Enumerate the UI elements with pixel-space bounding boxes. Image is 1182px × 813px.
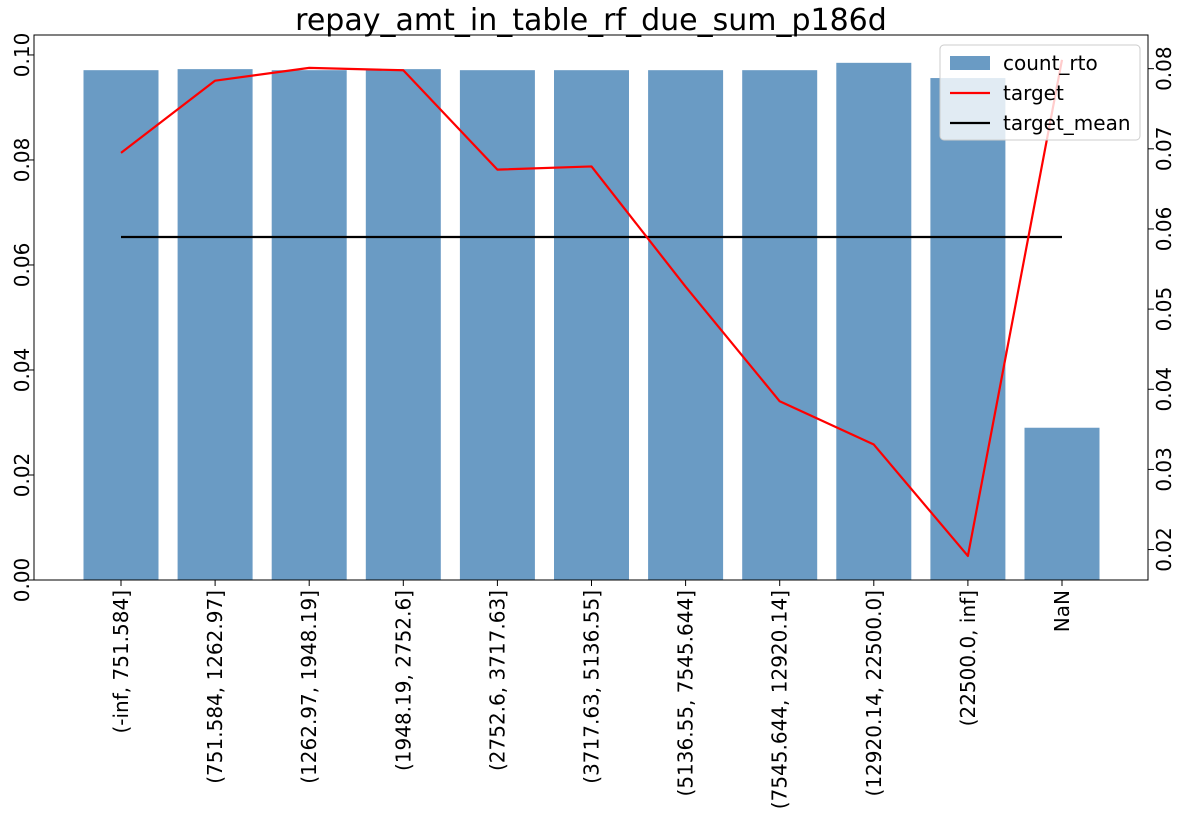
left-tick-label: 0.06 — [10, 243, 34, 288]
bar-10 — [1024, 427, 1100, 580]
bar-3 — [365, 69, 441, 581]
x-tick-label: (-inf, 751.584] — [109, 590, 133, 734]
right-tick-label: 0.02 — [1152, 527, 1176, 572]
x-tick-label: (22500.0, inf] — [956, 590, 980, 726]
right-tick-label: 0.06 — [1152, 207, 1176, 252]
bar-5 — [554, 70, 629, 581]
bar-8 — [836, 62, 912, 580]
bar-0 — [83, 70, 159, 581]
right-tick-label: 0.03 — [1152, 447, 1176, 492]
x-tick-label: (3717.63, 5136.55] — [580, 590, 604, 784]
legend-swatch — [950, 56, 990, 70]
x-tick-label: (12920.14, 22500.0] — [862, 590, 886, 796]
left-tick-label: 0.04 — [10, 348, 34, 393]
right-tick-label: 0.05 — [1152, 287, 1176, 332]
x-tick-label: (1262.97, 1948.19] — [297, 590, 321, 784]
bar-9 — [930, 78, 1006, 580]
line-group — [120, 59, 1064, 558]
legend-label: target_mean — [1003, 111, 1131, 135]
x-tick-label: (1948.19, 2752.6] — [391, 590, 415, 771]
right-tick-label: 0.07 — [1152, 127, 1176, 172]
bar-4 — [459, 70, 535, 581]
x-tick-label: (751.584, 1262.97] — [203, 590, 227, 784]
bar-7 — [742, 70, 818, 581]
x-tick-label: (2752.6, 3717.63] — [485, 590, 509, 771]
x-tick-label: (7545.644, 12920.14] — [768, 590, 792, 809]
chart-title: repay_amt_in_table_rf_due_sum_p186d — [295, 3, 887, 38]
right-y-axis: 0.02 0.03 0.04 0.05 0.06 0.07 0.08 — [1148, 46, 1176, 572]
bar-6 — [648, 70, 724, 581]
legend-label: target — [1003, 81, 1064, 105]
left-tick-label: 0.10 — [10, 33, 34, 78]
target-line — [120, 59, 1064, 558]
left-tick-label: 0.00 — [10, 558, 34, 603]
bar-2 — [271, 70, 347, 581]
x-tick-label: NaN — [1050, 590, 1074, 632]
x-axis: (-inf, 751.584] (751.584, 1262.97] (1262.9… — [109, 580, 1074, 809]
bar-group — [83, 62, 1100, 581]
left-tick-label: 0.08 — [10, 138, 34, 183]
right-tick-label: 0.08 — [1152, 46, 1176, 91]
left-tick-label: 0.02 — [10, 453, 34, 498]
bar-1 — [177, 69, 253, 581]
left-y-axis: 0.00 0.02 0.04 0.06 0.08 0.10 — [10, 33, 34, 603]
x-tick-label: (5136.55, 7545.644] — [674, 590, 698, 796]
legend-label: count_rto — [1003, 51, 1098, 75]
right-tick-label: 0.04 — [1152, 367, 1176, 412]
